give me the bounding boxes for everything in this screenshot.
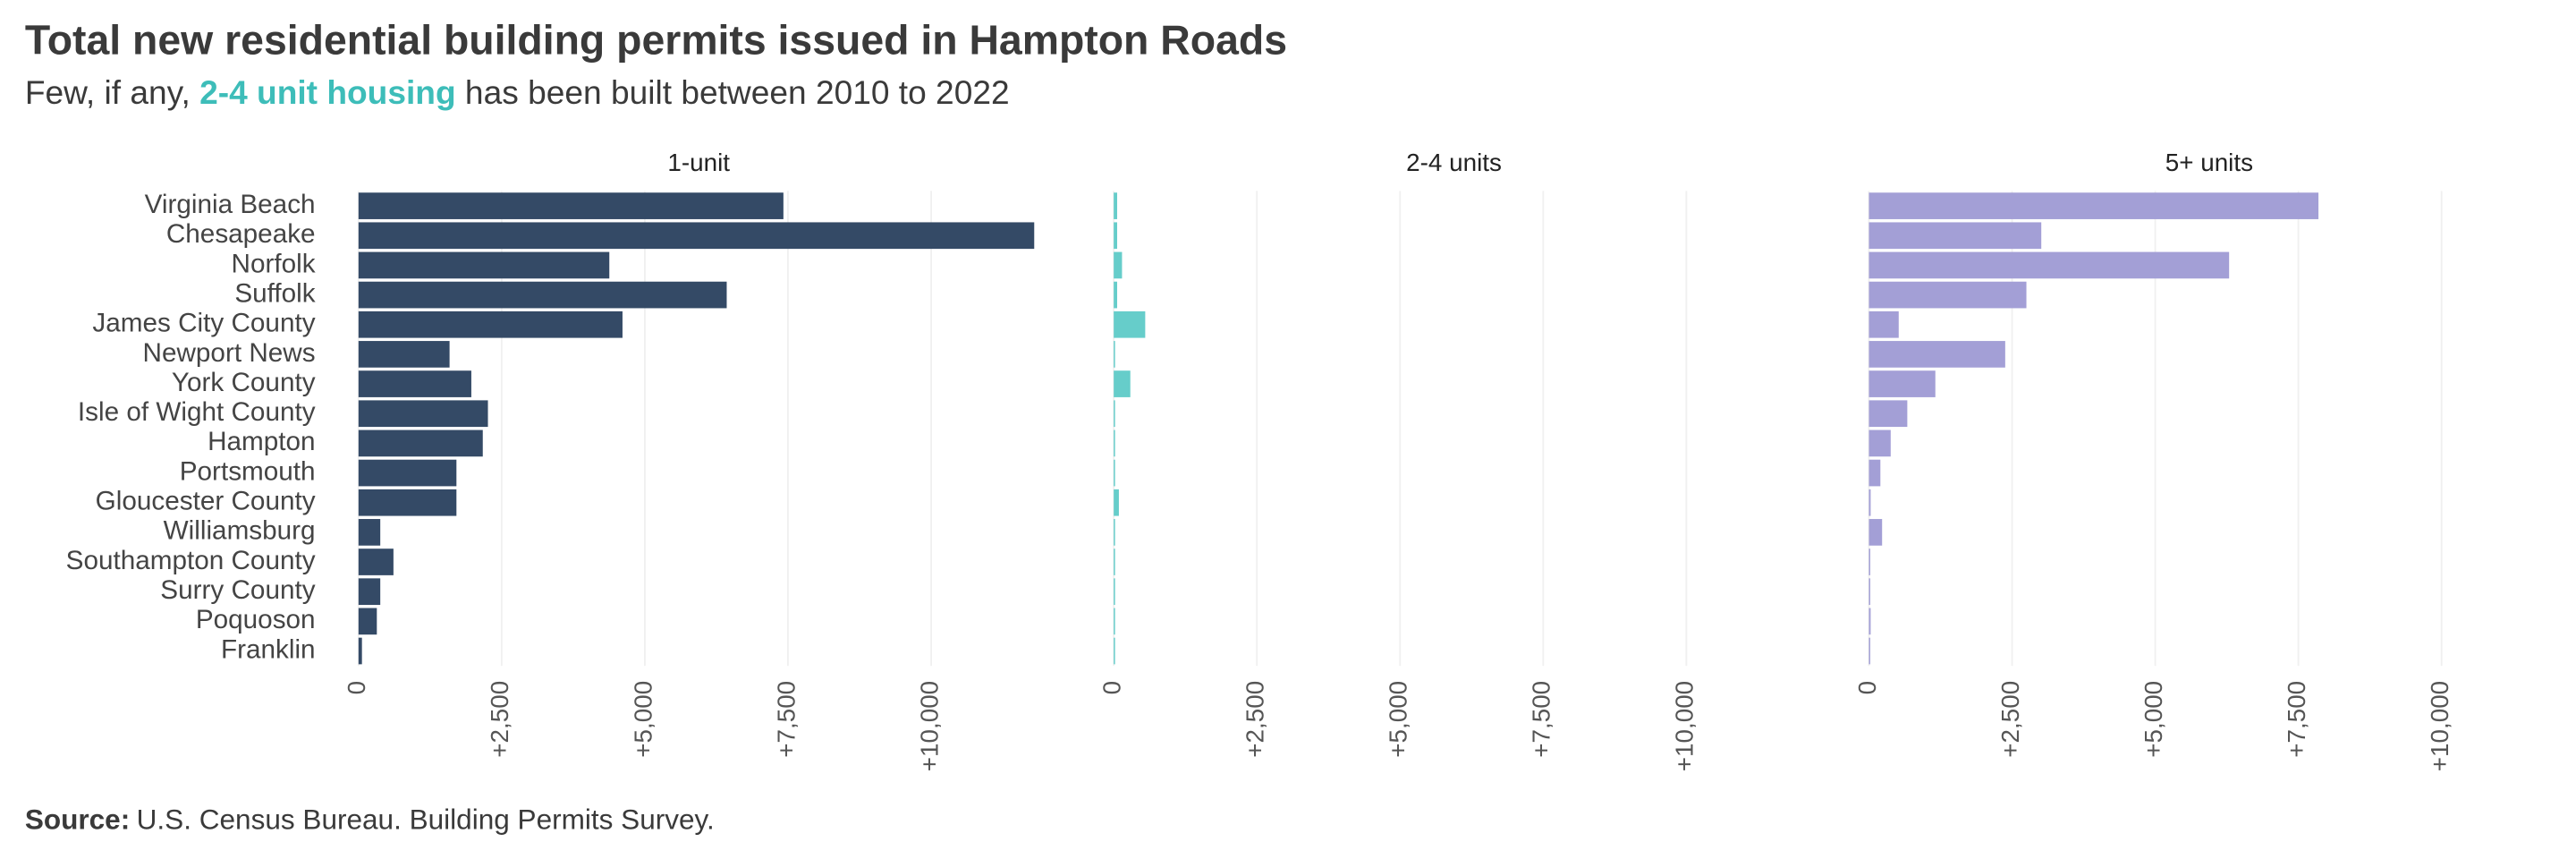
x-tick-label: +2,500 [486,681,513,758]
panel-title: 5+ units [2165,149,2253,176]
bar [1868,608,1871,635]
bar [1868,370,1936,397]
category-label: Hampton [208,427,315,456]
bar [1114,370,1131,397]
bar [1114,489,1119,516]
chart-title: Total new residential building permits i… [25,17,1287,64]
category-label: Chesapeake [166,219,316,249]
bar [1114,281,1117,309]
source-text: U.S. Census Bureau. Building Permits Sur… [137,804,715,836]
bar [1114,192,1117,219]
bar [358,192,784,219]
x-tick-label: 0 [343,681,370,694]
x-tick-label: +10,000 [2426,681,2453,771]
bar [358,310,623,338]
bar [1868,222,2042,250]
bar [358,519,381,546]
subtitle-text: Few, if any, [25,73,199,111]
bar [358,222,1035,250]
panel-title: 2-4 units [1406,149,1502,176]
bar [1114,310,1146,338]
source: Source: U.S. Census Bureau. Building Perm… [25,804,715,836]
subtitle-text: has been built between 2010 to 2022 [456,73,1010,111]
bar [1868,192,2319,219]
bar [1868,341,2005,368]
category-label: Suffolk [234,278,315,308]
bar [358,281,727,309]
bar [1868,400,1908,428]
bar [1868,637,1870,665]
bar [1114,251,1123,279]
x-tick-label: +2,500 [1241,681,1269,758]
category-label: Gloucester County [96,487,316,516]
bar [358,578,381,606]
bar [358,549,394,575]
bar [1868,519,1883,546]
x-tick-label: +7,500 [1528,681,1555,758]
category-label: Franklin [221,634,316,664]
x-tick-label: 0 [1853,681,1881,694]
x-tick-label: +5,000 [2140,681,2167,758]
category-label: Williamsburg [164,516,316,546]
bar [358,489,457,516]
bar [1868,549,1870,575]
category-label: Surry County [160,575,315,605]
bar [1868,310,1899,338]
bar [358,430,483,457]
bar [1868,489,1871,516]
category-label: Portsmouth [180,456,316,486]
x-tick-label: +10,000 [915,681,943,771]
category-label: Isle of Wight County [78,397,316,427]
bar [1868,430,1891,457]
bar [358,459,457,487]
x-tick-label: +7,500 [2283,681,2310,758]
category-label: York County [172,368,316,397]
bar [358,341,450,368]
chart-subtitle: Few, if any, 2-4 unit housing has been b… [25,73,1010,111]
category-label: Virginia Beach [145,190,316,219]
bar [1868,578,1870,606]
category-label: James City County [92,309,315,338]
x-tick-label: +5,000 [1385,681,1412,758]
category-label: Newport News [143,338,316,368]
subtitle-highlight: 2-4 unit housing [199,73,456,111]
x-tick-label: +5,000 [629,681,657,758]
bar [358,608,377,635]
bar [358,251,610,279]
panel-title: 1-unit [667,149,730,176]
bar [358,370,471,397]
x-tick-label: +10,000 [1671,681,1699,771]
x-tick-label: 0 [1098,681,1126,694]
bar [1868,459,1881,487]
category-label: Norfolk [232,249,316,278]
bar [1868,251,2230,279]
source-label: Source: [25,804,130,836]
category-label: Southampton County [66,546,316,575]
bar [1868,281,2027,309]
bar [1114,222,1117,250]
x-tick-label: +7,500 [772,681,800,758]
bar [358,400,488,428]
x-tick-label: +2,500 [1996,681,2024,758]
category-label: Poquoson [196,605,316,634]
bar [358,637,362,665]
